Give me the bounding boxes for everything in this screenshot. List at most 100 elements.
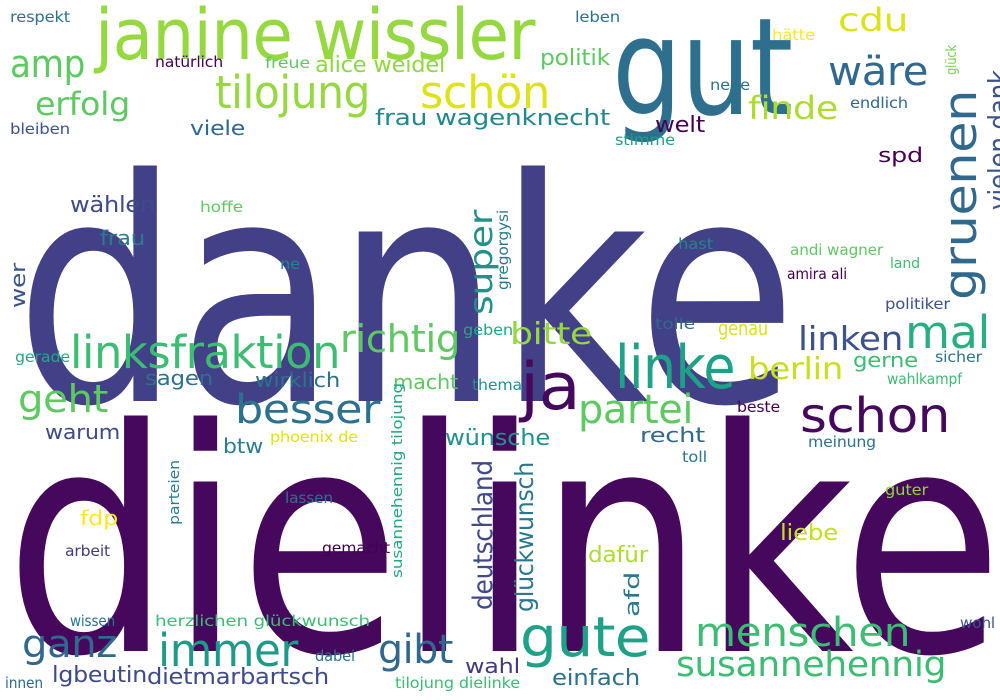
word: neue xyxy=(710,76,751,94)
word: innen xyxy=(5,674,44,692)
word: amp xyxy=(10,42,85,86)
word: richtig xyxy=(340,317,460,361)
word: dabei xyxy=(315,647,355,665)
word: erfolg xyxy=(35,85,130,123)
word: amira ali xyxy=(787,265,847,283)
word: politik xyxy=(540,46,610,71)
word: gerade xyxy=(15,348,70,366)
word: schon xyxy=(800,388,950,444)
word: wer xyxy=(6,262,30,308)
word: wissen xyxy=(70,612,116,630)
word: schön xyxy=(420,66,550,119)
word: linke xyxy=(615,333,735,403)
word: janine wissler xyxy=(95,0,536,76)
word: einfach xyxy=(552,666,640,691)
word: afd xyxy=(620,571,644,617)
word: deutschland xyxy=(468,460,499,610)
word: menschen xyxy=(695,610,911,656)
word: politiker xyxy=(885,295,950,313)
word: stimme xyxy=(615,131,676,149)
word: bleiben xyxy=(10,120,70,138)
word: geht xyxy=(18,377,108,421)
word: alice weidel xyxy=(315,53,445,78)
word: gruenen xyxy=(934,89,987,300)
word: wäre xyxy=(828,49,929,95)
word: susannehennig xyxy=(676,645,947,685)
word: wahlkampf xyxy=(887,370,963,388)
word: wählen xyxy=(70,193,156,218)
word: phoenix de xyxy=(270,428,359,446)
word: gute xyxy=(520,605,651,669)
word: wirklich xyxy=(255,368,341,392)
word: wohl xyxy=(960,614,996,632)
word: hast xyxy=(678,235,714,253)
word: dietmarbartsch xyxy=(147,665,329,690)
word: frau xyxy=(100,226,146,250)
word: mal xyxy=(905,306,990,359)
word: guter xyxy=(885,481,929,499)
word: glückwunsch xyxy=(510,462,539,612)
word: leben xyxy=(575,8,620,26)
word: viele xyxy=(190,116,245,140)
word: wünsche xyxy=(445,426,551,451)
word: herzlichen glückwunsch xyxy=(155,612,370,630)
word: linken xyxy=(798,319,904,358)
word: sicher xyxy=(935,348,983,366)
word: lassen xyxy=(285,489,333,507)
word: danke xyxy=(15,114,797,475)
word: vielen dank xyxy=(982,70,1000,210)
word: geben xyxy=(463,321,514,339)
word: genau xyxy=(718,316,769,340)
word: tilojung xyxy=(215,66,370,119)
word: arbeit xyxy=(65,542,110,560)
word: spd xyxy=(878,143,924,167)
word: bitte xyxy=(510,317,592,352)
word: respekt xyxy=(10,8,71,26)
word: gemacht xyxy=(322,539,391,557)
word: toll xyxy=(682,448,708,466)
word: linksfraktion xyxy=(70,326,341,379)
word: fdp xyxy=(80,506,118,530)
word: welt xyxy=(655,113,706,138)
word: wahl xyxy=(465,654,520,678)
word: land xyxy=(890,256,920,272)
word: gregorgysi xyxy=(494,209,512,290)
word: natürlich xyxy=(155,53,223,71)
word: berlin xyxy=(748,352,844,387)
word: gerne xyxy=(853,348,918,372)
word: freue xyxy=(265,54,311,72)
word: besser xyxy=(235,387,380,433)
word: lgbeutin xyxy=(52,663,147,688)
word: dafür xyxy=(588,543,649,568)
word: gibt xyxy=(378,627,453,673)
word: warum xyxy=(45,420,121,444)
word: ganz xyxy=(22,622,117,666)
word: liebe xyxy=(780,521,839,546)
word: hätte xyxy=(772,26,816,44)
word: ne xyxy=(280,255,301,273)
word: meinung xyxy=(808,433,876,451)
word: gut xyxy=(612,0,793,146)
word: endlich xyxy=(850,94,908,112)
word: frau wagenknecht xyxy=(375,106,610,131)
word: dielinke xyxy=(5,364,1000,700)
word: parteien xyxy=(167,459,183,525)
word: hoffe xyxy=(200,198,244,216)
word: tolle xyxy=(655,315,696,333)
word: recht xyxy=(640,423,705,447)
word: macht xyxy=(393,370,459,394)
word: partei xyxy=(578,387,694,433)
word: beste xyxy=(737,398,780,416)
word: thema xyxy=(472,376,523,394)
word: andi wagner xyxy=(790,241,884,259)
word: finde xyxy=(748,89,838,127)
word: glück xyxy=(944,44,960,75)
word: sagen xyxy=(145,366,214,390)
word: btw xyxy=(223,434,263,458)
word: cdu xyxy=(838,1,908,39)
word: tilojung dielinke xyxy=(395,674,520,692)
word: super xyxy=(462,210,500,315)
word: ja xyxy=(520,350,581,425)
word: susannehennig tilojung xyxy=(390,382,406,578)
